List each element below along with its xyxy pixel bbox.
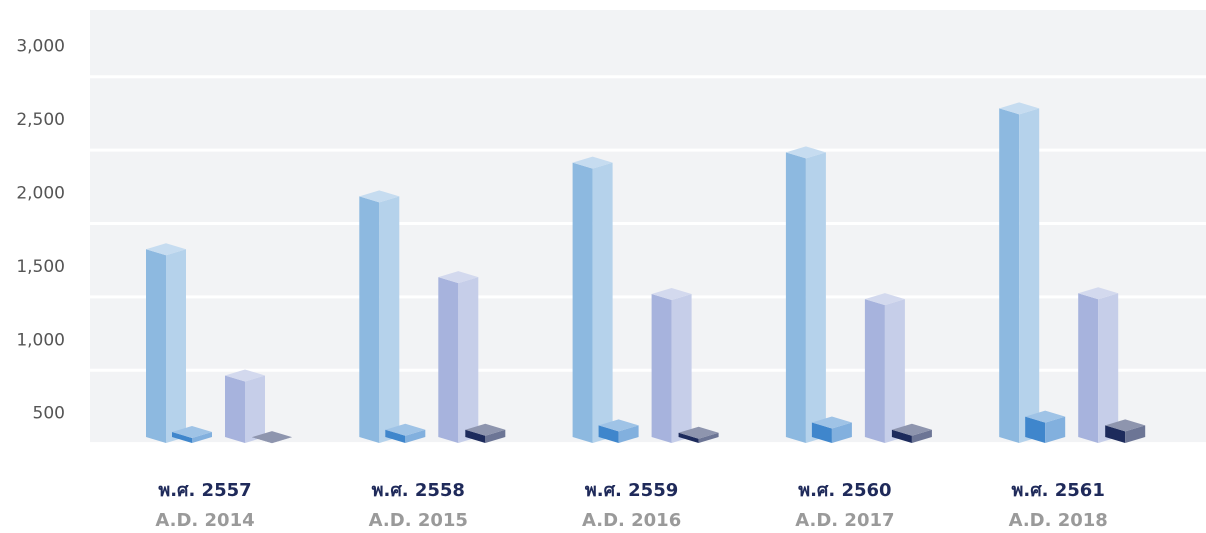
bar-side (458, 277, 479, 443)
bar (172, 425, 212, 443)
y-tick-label: 1,500 (16, 257, 65, 277)
bar-side (405, 429, 426, 443)
bar (651, 288, 692, 443)
bar (891, 423, 932, 443)
bar-top (1025, 410, 1066, 423)
x-tick-sublabel: A.D. 2016 (582, 510, 681, 531)
x-tick-label: พ.ศ. 2557 (158, 480, 251, 501)
bar-top (678, 426, 719, 439)
bar (146, 243, 186, 443)
bar (252, 431, 292, 444)
bar-front (1025, 416, 1046, 443)
bar-front (811, 422, 832, 443)
bar-side (805, 152, 826, 443)
x-tick-sublabel: A.D. 2017 (795, 510, 894, 531)
bar-front (385, 429, 406, 443)
bar-top (385, 423, 426, 436)
y-tick-label: 500 (33, 404, 65, 424)
bar-front (598, 425, 619, 443)
x-tick-sublabel: A.D. 2014 (155, 510, 254, 531)
bar-top (438, 271, 479, 284)
bar-top (572, 156, 613, 169)
bar-front (572, 162, 593, 443)
bar-side (671, 294, 692, 443)
bar-front (438, 277, 459, 443)
bar-side (192, 431, 212, 443)
x-tick-sublabel: A.D. 2018 (1009, 510, 1108, 531)
bar-top (1105, 419, 1146, 432)
bar (999, 102, 1040, 443)
x-tick-label: พ.ศ. 2561 (1012, 480, 1105, 501)
y-tick-label: 3,000 (16, 37, 65, 57)
bar-front (225, 375, 245, 443)
bar-front (891, 429, 912, 443)
x-tick-label: พ.ศ. 2559 (585, 480, 678, 501)
bar-side (1045, 416, 1066, 443)
bar-top (651, 288, 692, 301)
y-tick-label: 2,500 (16, 110, 65, 130)
bar-front (465, 429, 486, 443)
bar-side (618, 425, 639, 443)
bar-side (485, 429, 506, 443)
bar-top (172, 425, 212, 438)
bar-top (864, 293, 905, 306)
bar-top (359, 190, 400, 203)
bar-front (1078, 293, 1099, 443)
bar-side (698, 432, 719, 443)
bar-top (785, 146, 826, 159)
bar (864, 293, 905, 443)
bar-side (884, 299, 905, 443)
bar-side (831, 422, 852, 443)
bar-front (999, 108, 1020, 443)
bar-side (1125, 425, 1146, 443)
bar-top (811, 416, 852, 429)
bar-top (252, 431, 292, 444)
y-tick-label: 2,000 (16, 183, 65, 203)
bar (1025, 410, 1066, 443)
bar-top (465, 423, 506, 436)
bar-top (1078, 287, 1119, 300)
bar-side (245, 375, 265, 443)
bar (438, 271, 479, 443)
bar-front (785, 152, 806, 443)
y-tick-label: 1,000 (16, 330, 65, 350)
bar-front (678, 432, 699, 443)
bar (598, 419, 639, 443)
bar (811, 416, 852, 443)
bar (572, 156, 613, 443)
bar (1105, 419, 1146, 443)
bar (678, 426, 719, 443)
bar-side (1098, 293, 1119, 443)
bar-top (225, 369, 265, 382)
bar-side (911, 429, 932, 443)
bar (785, 146, 826, 443)
bar-top (146, 243, 186, 256)
bar (225, 369, 265, 443)
bar (385, 423, 426, 443)
bar-front (146, 249, 166, 443)
x-tick-label: พ.ศ. 2560 (798, 480, 891, 501)
bar-front (359, 196, 380, 443)
bar-front (1105, 425, 1126, 443)
bar-top (598, 419, 639, 432)
bar-top (891, 423, 932, 436)
bar (359, 190, 400, 443)
bar-front (651, 294, 672, 443)
bar-side (1019, 108, 1040, 443)
bar-front (172, 431, 192, 443)
bar-top (999, 102, 1040, 115)
bar-side (166, 249, 186, 443)
bar-side (379, 196, 400, 443)
x-tick-sublabel: A.D. 2015 (369, 510, 468, 531)
bar-front (864, 299, 885, 443)
bar (465, 423, 506, 443)
bar (1078, 287, 1119, 443)
x-tick-label: พ.ศ. 2558 (372, 480, 465, 501)
bar-side (592, 162, 613, 443)
